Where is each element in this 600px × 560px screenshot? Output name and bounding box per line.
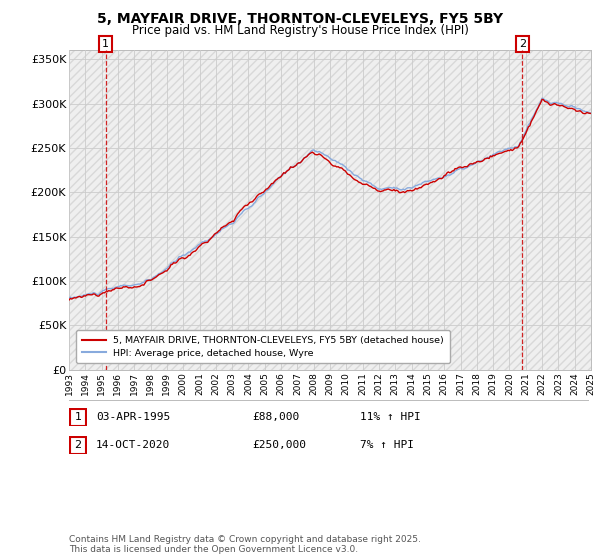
- FancyBboxPatch shape: [70, 409, 86, 426]
- Text: 5, MAYFAIR DRIVE, THORNTON-CLEVELEYS, FY5 5BY: 5, MAYFAIR DRIVE, THORNTON-CLEVELEYS, FY…: [97, 12, 503, 26]
- Text: 2: 2: [74, 440, 82, 450]
- Text: 1: 1: [102, 39, 109, 49]
- Text: £88,000: £88,000: [252, 412, 299, 422]
- FancyBboxPatch shape: [70, 437, 86, 454]
- Text: 7% ↑ HPI: 7% ↑ HPI: [360, 440, 414, 450]
- Legend: 5, MAYFAIR DRIVE, THORNTON-CLEVELEYS, FY5 5BY (detached house), HPI: Average pri: 5, MAYFAIR DRIVE, THORNTON-CLEVELEYS, FY…: [76, 330, 449, 363]
- Text: 2: 2: [519, 39, 526, 49]
- Text: 11% ↑ HPI: 11% ↑ HPI: [360, 412, 421, 422]
- Text: 1: 1: [74, 412, 82, 422]
- Text: £250,000: £250,000: [252, 440, 306, 450]
- Text: 03-APR-1995: 03-APR-1995: [96, 412, 170, 422]
- Text: Price paid vs. HM Land Registry's House Price Index (HPI): Price paid vs. HM Land Registry's House …: [131, 24, 469, 36]
- Text: 14-OCT-2020: 14-OCT-2020: [96, 440, 170, 450]
- Text: Contains HM Land Registry data © Crown copyright and database right 2025.
This d: Contains HM Land Registry data © Crown c…: [69, 535, 421, 554]
